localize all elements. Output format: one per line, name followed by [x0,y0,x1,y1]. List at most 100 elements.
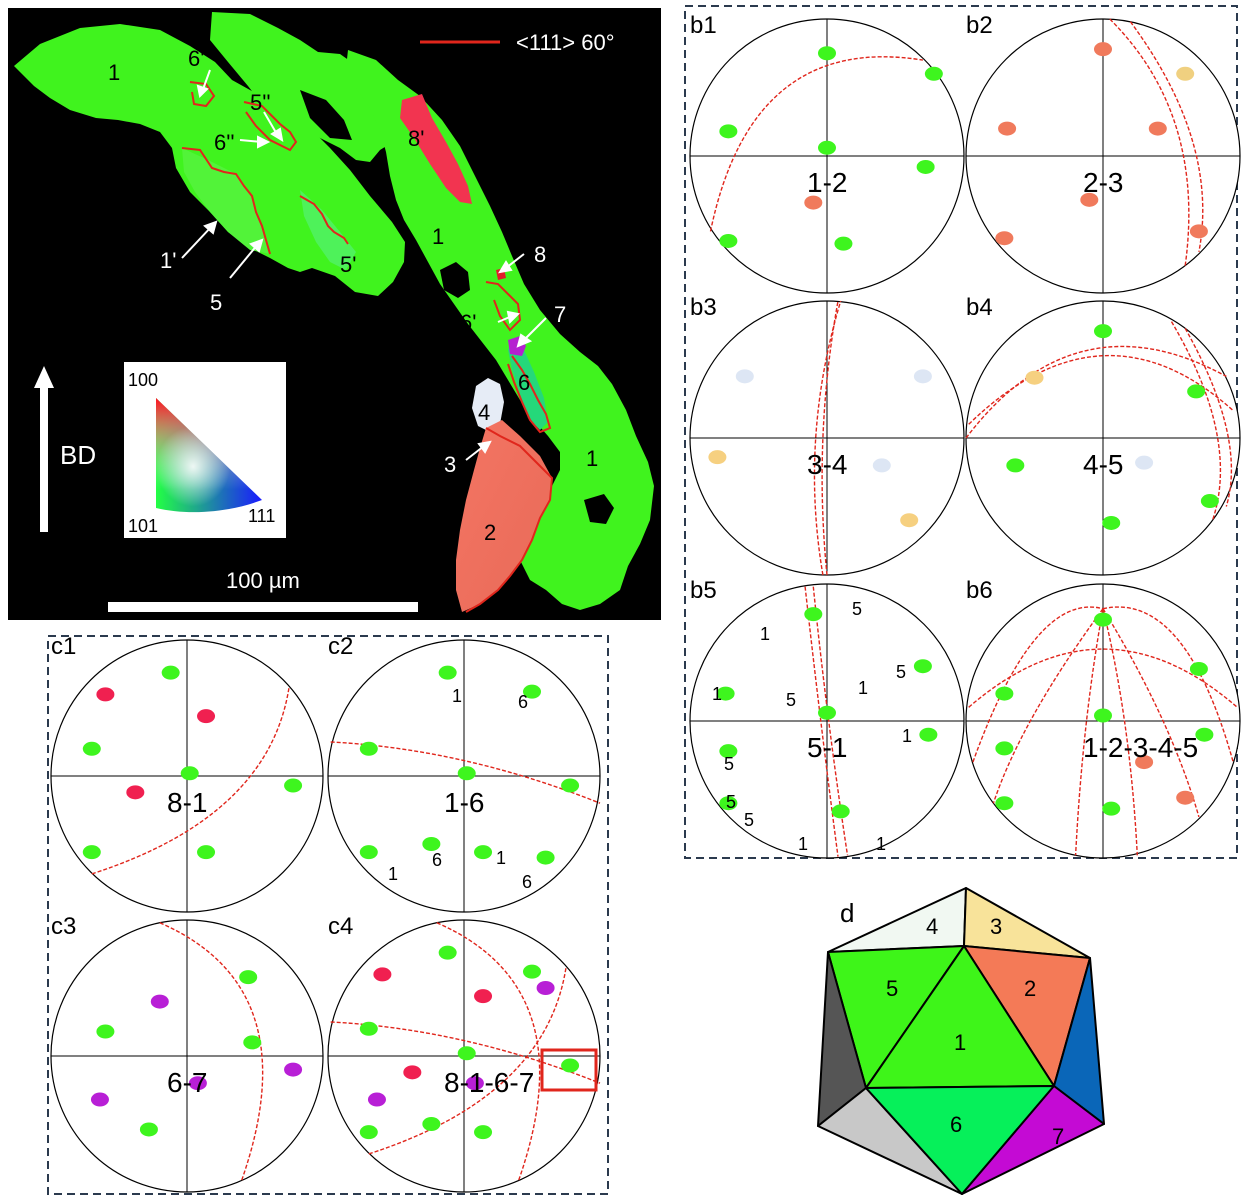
pole-spot [150,994,169,1009]
pole-spot [1006,458,1025,473]
pole-spot [913,369,932,384]
pole-spot [995,741,1014,756]
pole-spot [161,665,180,680]
b5-grain-label: 1 [760,624,770,644]
pole-spot [359,845,378,860]
face-label-1: 1 [954,1030,966,1055]
pole-spot [1148,121,1167,136]
pole-spot [474,845,493,860]
c2-grain-label: 6 [518,692,528,712]
hole-2 [584,494,614,524]
c2-grain-label: 1 [388,864,398,884]
grain-1-upper-left [14,24,405,296]
pair-label: 1-6 [444,787,484,818]
twin-great-circle [368,967,567,1155]
pole-spot [1176,790,1195,805]
pole-spot [139,1122,158,1137]
pole-spot [716,686,735,701]
pair-label: 5-1 [807,732,847,763]
b5-grain-label: 1 [798,834,808,854]
ipf-label-101: 101 [128,516,158,536]
face-label-6: 6 [950,1112,962,1137]
b5-grain-label: 1 [876,834,886,854]
scale-bar-label: 100 µm [226,568,300,593]
pair-label: 8-1-6-7 [444,1067,534,1098]
pole-figure-b3: b3 3-4 [689,294,965,576]
pole-spot [872,458,891,473]
pole-figure-c3: c3 6-7 [50,913,324,1193]
pole-spot [367,1092,386,1107]
panel-id-label: b6 [966,577,993,604]
twin-great-circle [1129,21,1204,253]
twin-great-circle [812,586,849,856]
grain-6 [508,338,548,430]
twin-great-circle [1109,18,1190,266]
hole-1 [440,262,470,298]
b5-grain-label: 5 [744,810,754,830]
twin-boundaries [181,81,554,613]
pole-spot [995,796,1014,811]
grain-label: 8 [534,242,546,267]
panel-id-label: b2 [966,12,993,39]
twin-great-circle [968,354,1234,425]
highlight-box [540,1048,598,1092]
twin-great-circle [709,56,924,232]
b5-grain-label: 5 [852,599,862,619]
pole-spot [284,778,303,793]
pole-spot [1094,324,1112,339]
pole-spot [818,140,836,155]
pole-spot [1080,192,1099,207]
face-label-2: 2 [1024,976,1036,1001]
twin-great-circle [1102,608,1138,856]
grain-label: 3 [444,452,456,477]
pole-spot [561,1058,580,1073]
pole-spot [919,727,938,742]
ipf-label-100: 100 [128,370,158,390]
pole-spot [1189,224,1208,239]
pair-label: 6-7 [167,1067,207,1098]
hole-3 [300,90,352,140]
pole-figure-c2: c2 1-6 [327,633,601,913]
panel-d-letter: d [840,898,854,928]
pair-label: 8-1 [167,787,207,818]
panel-id-label: b1 [690,12,717,39]
pole-spot [82,741,101,756]
pole-spot [924,66,943,81]
scale-bar [108,602,418,612]
pole-spot [804,195,823,210]
grain-label: 6''' [188,46,213,71]
c2-grain-label: 6 [432,850,442,870]
grain-8-prime [400,94,472,204]
pole-spot [523,684,541,699]
panel-d-icosahedron [817,887,1105,1195]
pole-spot [180,766,199,781]
grain-label: 5' [340,252,356,277]
grain-label: 6' [460,310,476,335]
grain-label: 1 [586,446,598,471]
pole-spot [373,967,392,982]
pair-label: 1-2-3-4-5 [1083,732,1198,763]
twin-great-circle [965,345,1227,439]
pole-spot [834,236,853,251]
panel-id-label: c4 [328,913,353,940]
twin-great-circle [804,586,839,857]
pole-spot [1176,66,1195,81]
pole-spot [1200,494,1219,509]
pole-figure-c4: c4 8-1-6-7 [327,913,601,1193]
c2-grain-label: 1 [496,848,506,868]
grain-label: 2 [484,520,496,545]
pole-spot [536,850,555,865]
grain-1-upper-strip [210,12,404,162]
pole-spot [1094,42,1112,57]
legend-text: <111> 60° [516,30,615,55]
pole-spot [916,159,935,174]
pole-spot [818,705,836,720]
panel-id-label: c2 [328,633,353,660]
panel-id-label: c1 [51,633,76,660]
grain-label: 6 [518,370,530,395]
pole-spot [536,981,555,995]
ipf-legend: 100 101 111 [124,362,286,538]
grain-label: 1' [160,248,176,273]
panel-id-label: b3 [690,294,717,321]
